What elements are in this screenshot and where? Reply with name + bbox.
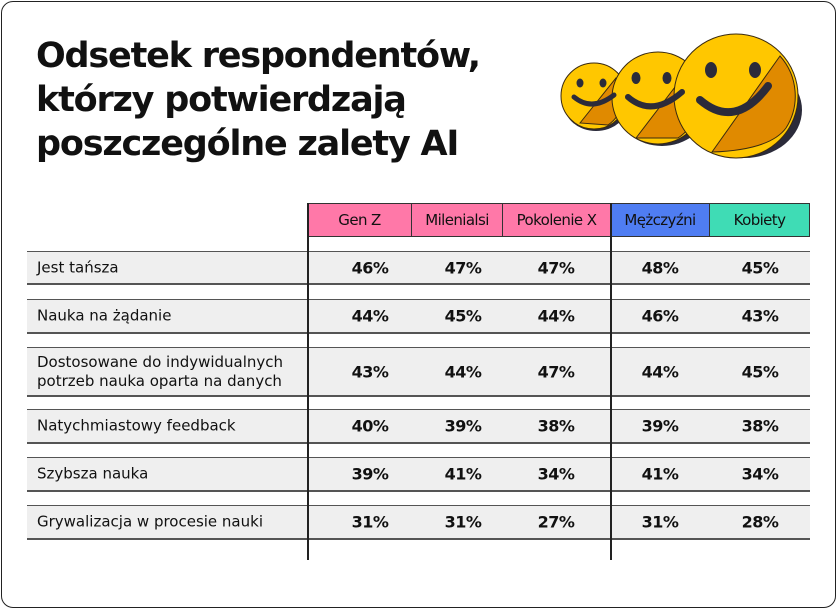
- cell-value: 46%: [351, 258, 389, 277]
- cell-value: 39%: [351, 464, 389, 484]
- cell-value: 31%: [444, 512, 482, 532]
- divider-line: [307, 203, 309, 560]
- cell-value: 34%: [537, 464, 575, 484]
- title-line: Odsetek respondentów,: [36, 36, 481, 76]
- cell-value: 39%: [444, 416, 482, 436]
- cell-value: 38%: [537, 416, 575, 436]
- row-label: Szybsza nauka: [37, 464, 149, 483]
- cell-value: 45%: [741, 258, 779, 277]
- page-title: Odsetek respondentów, którzy potwierdzaj…: [36, 34, 481, 166]
- cell-value: 45%: [444, 306, 482, 326]
- table-row: Szybsza nauka 39% 41% 34% 41% 34%: [27, 457, 810, 492]
- row-label: Grywalizacja w procesie nauki: [37, 512, 263, 531]
- column-header-gen-z: Gen Z: [308, 203, 412, 237]
- cell-value: 40%: [351, 416, 389, 436]
- table-row: Dostosowane do indywidualnych potrzeb na…: [27, 347, 810, 397]
- cell-value: 45%: [741, 362, 779, 381]
- cell-value: 38%: [741, 416, 779, 436]
- row-label: Nauka na żądanie: [37, 306, 172, 325]
- title-line: poszczególne zalety AI: [36, 124, 459, 164]
- row-label: Dostosowane do indywidualnych potrzeb na…: [37, 352, 284, 390]
- cell-value: 44%: [444, 362, 482, 381]
- cell-value: 27%: [537, 512, 575, 532]
- cell-value: 41%: [641, 464, 679, 484]
- column-header-kobiety: Kobiety: [710, 203, 810, 237]
- cell-value: 43%: [351, 362, 389, 381]
- smiley-faces-icon: [560, 33, 802, 159]
- cell-value: 31%: [641, 512, 679, 532]
- column-header-pokolenie-x: Pokolenie X: [503, 203, 611, 237]
- cell-value: 44%: [537, 306, 575, 326]
- cell-value: 31%: [351, 512, 389, 532]
- cell-value: 34%: [741, 464, 779, 484]
- table-row: Nauka na żądanie 44% 45% 44% 46% 43%: [27, 299, 810, 334]
- cell-value: 47%: [537, 258, 575, 277]
- row-label: Natychmiastowy feedback: [37, 416, 236, 435]
- cell-value: 46%: [641, 306, 679, 326]
- cell-value: 44%: [351, 306, 389, 326]
- table-row: Grywalizacja w procesie nauki 31% 31% 27% 31…: [27, 505, 810, 540]
- cell-value: 44%: [641, 362, 679, 381]
- cell-value: 47%: [537, 362, 575, 381]
- table-row: Natychmiastowy feedback 40% 39% 38% 39% 38%: [27, 409, 810, 444]
- divider-line: [610, 203, 612, 560]
- cell-value: 48%: [641, 258, 679, 277]
- title-line: którzy potwierdzają: [36, 80, 407, 120]
- cell-value: 39%: [641, 416, 679, 436]
- cell-value: 43%: [741, 306, 779, 326]
- column-header-mezczyzni: Mężczyźni: [611, 203, 710, 237]
- table-row: Jest tańsza 46% 47% 47% 48% 45%: [27, 251, 810, 285]
- cell-value: 47%: [444, 258, 482, 277]
- cell-value: 28%: [741, 512, 779, 532]
- column-header-milenialsi: Milenialsi: [412, 203, 503, 237]
- row-label: Jest tańsza: [37, 258, 119, 276]
- cell-value: 41%: [444, 464, 482, 484]
